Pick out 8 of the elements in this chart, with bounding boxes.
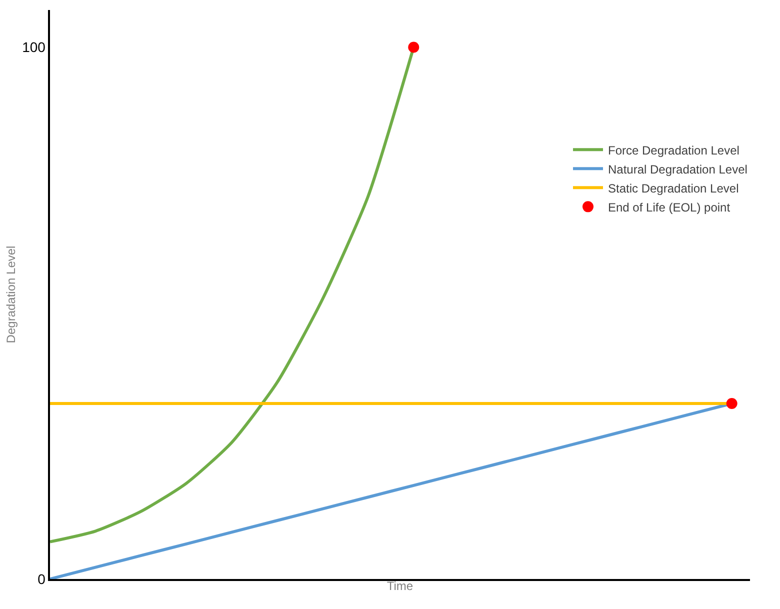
legend-label: Static Degradation Level — [608, 181, 739, 196]
y-tick-label: 100 — [22, 39, 46, 56]
y-axis-title: Degradation Level — [4, 246, 18, 344]
legend-label: Force Degradation Level — [608, 143, 740, 158]
legend-label: End of Life (EOL) point — [608, 200, 731, 214]
y-tick-label: 0 — [38, 570, 46, 587]
x-axis-title: Time — [386, 579, 414, 594]
legend-label: Natural Degradation Level — [608, 162, 748, 176]
